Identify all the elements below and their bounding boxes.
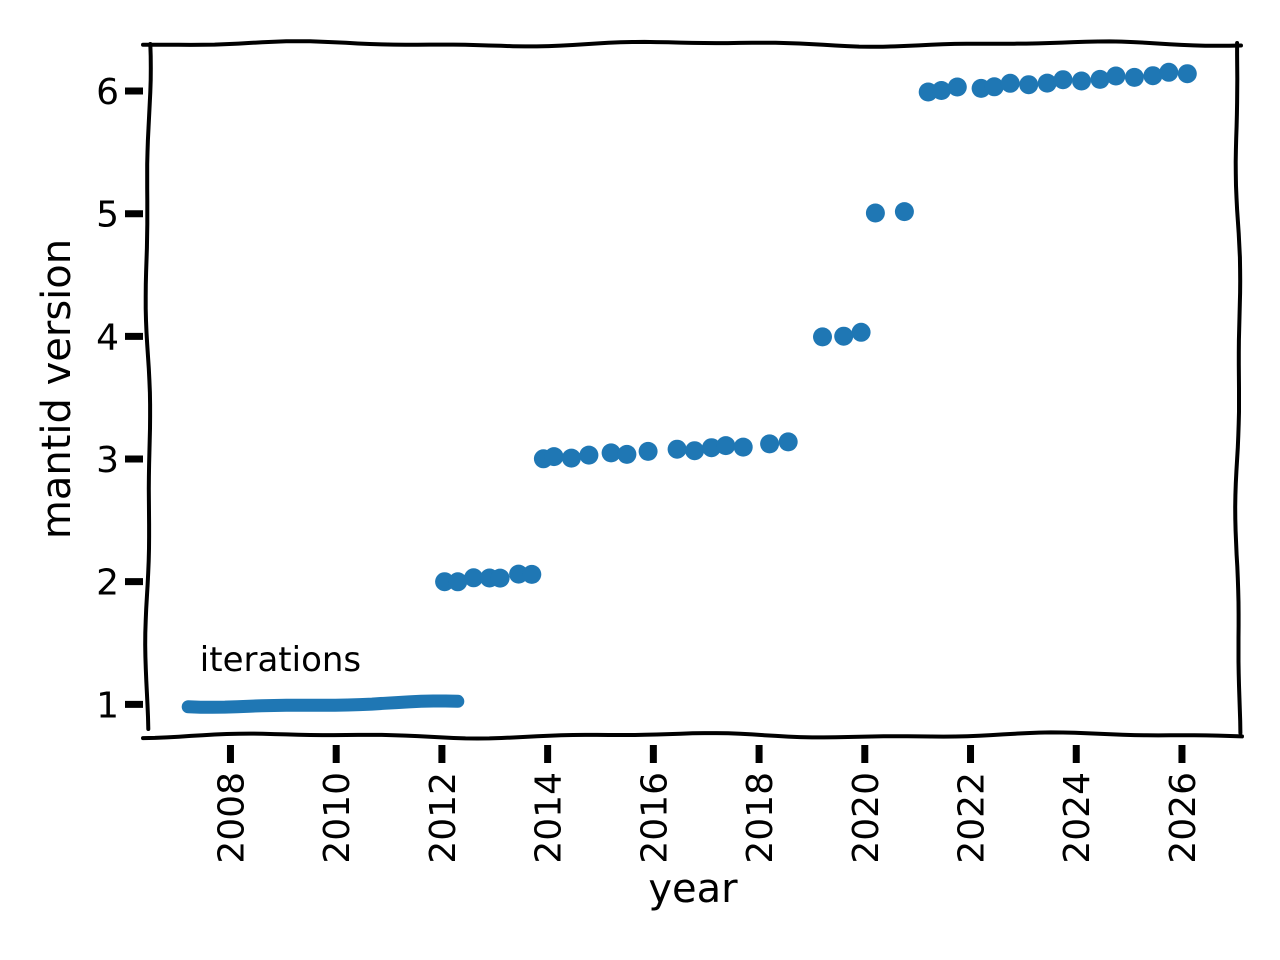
top-spine	[141, 39, 1243, 49]
release-point	[1000, 73, 1020, 93]
release-point	[509, 564, 529, 584]
release-point	[1124, 67, 1144, 87]
left-spine	[143, 42, 153, 731]
x-tick-label: 2016	[634, 772, 675, 864]
release-point	[702, 438, 721, 458]
release-point	[894, 202, 914, 222]
x-tick-label: 2008	[212, 772, 253, 864]
release-point	[851, 322, 871, 342]
release-point	[617, 444, 637, 464]
y-tick-label: 6	[96, 72, 119, 113]
release-point	[733, 437, 753, 457]
release-point	[1106, 66, 1126, 86]
release-point	[1177, 64, 1197, 84]
iterations-annotation: iterations	[200, 640, 361, 680]
release-point	[490, 568, 510, 588]
x-tick-label: 2020	[846, 772, 887, 864]
axes-spines	[141, 39, 1244, 741]
release-point	[1019, 75, 1039, 95]
release-point	[448, 572, 468, 592]
release-point	[931, 81, 951, 100]
release-point	[1072, 71, 1091, 91]
x-tick-label: 2018	[740, 772, 781, 864]
release-point	[601, 443, 621, 463]
release-point	[760, 434, 780, 454]
y-tick-label: 1	[96, 685, 119, 726]
x-tick-label: 2012	[423, 772, 464, 864]
y-tick-label: 3	[96, 440, 119, 481]
bottom-spine	[141, 730, 1244, 741]
release-point	[638, 441, 658, 461]
release-point	[947, 77, 967, 97]
x-axis-label: year	[648, 866, 738, 912]
release-point	[1159, 62, 1179, 82]
release-point	[716, 436, 736, 456]
release-point	[1143, 66, 1163, 86]
release-point	[522, 564, 542, 584]
release-point	[834, 326, 854, 346]
release-point	[984, 77, 1004, 97]
y-tick-label: 4	[96, 317, 119, 358]
release-point	[579, 445, 599, 465]
release-point	[464, 568, 484, 588]
x-tick-label: 2010	[317, 772, 358, 864]
release-point	[544, 447, 564, 467]
release-point	[813, 327, 832, 347]
right-spine	[1233, 41, 1243, 735]
plot-data	[181, 62, 1197, 714]
axis-tick-labels: 1 2 3 4 5 6 2008 2010 2012 2014 2016 2018 2020 2022 20…	[96, 72, 1204, 864]
axis-ticks	[125, 87, 1186, 763]
release-point	[1053, 70, 1073, 90]
release-point	[667, 439, 687, 459]
release-point	[1090, 69, 1110, 89]
x-tick-label: 2014	[529, 772, 570, 864]
release-point	[685, 441, 705, 461]
release-point	[778, 432, 798, 452]
release-point	[561, 448, 581, 468]
x-tick-label: 2022	[952, 772, 993, 864]
y-tick-label: 5	[96, 195, 119, 236]
x-tick-label: 2024	[1057, 772, 1098, 864]
y-tick-label: 2	[96, 563, 119, 604]
y-axis-label: mantid version	[34, 239, 80, 539]
iterations-line	[181, 694, 465, 714]
x-tick-label: 2026	[1163, 772, 1204, 864]
release-point	[1037, 73, 1057, 93]
release-point	[435, 572, 455, 592]
release-point	[865, 203, 885, 223]
